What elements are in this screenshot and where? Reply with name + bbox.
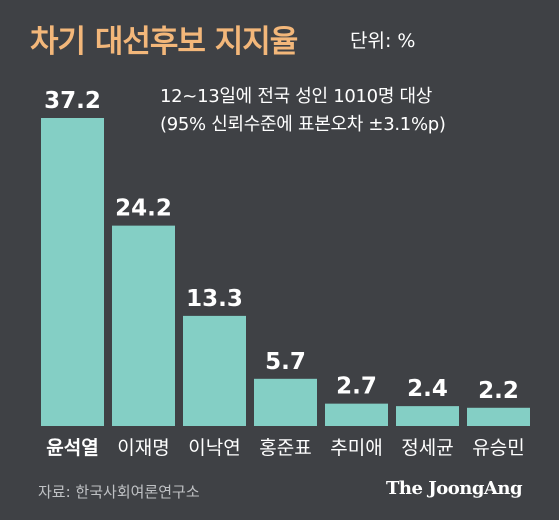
category-label-2: 이재명 bbox=[117, 437, 169, 459]
bar-3 bbox=[183, 315, 246, 426]
value-label-4: 5.7 bbox=[265, 349, 306, 375]
category-label-5: 추미애 bbox=[330, 437, 382, 459]
brand-logo: The JoongAng bbox=[386, 478, 523, 499]
bar-2 bbox=[112, 225, 175, 426]
value-label-2: 24.2 bbox=[115, 196, 172, 222]
survey-note: 12~13일에 전국 성인 1010명 대상 bbox=[160, 86, 433, 107]
value-label-3: 13.3 bbox=[186, 286, 243, 312]
category-label-4: 홍준표 bbox=[259, 437, 311, 459]
value-label-6: 2.4 bbox=[407, 376, 448, 402]
bar-5 bbox=[325, 403, 388, 426]
value-label-7: 2.2 bbox=[478, 378, 519, 404]
unit-label: 단위: % bbox=[350, 30, 416, 52]
bar-4 bbox=[254, 378, 317, 426]
category-label-3: 이낙연 bbox=[188, 437, 240, 459]
value-label-5: 2.7 bbox=[336, 374, 377, 400]
bar-7 bbox=[467, 407, 530, 426]
margin-of-error-note: (95% 신뢰수준에 표본오차 ±3.1%p) bbox=[160, 114, 446, 135]
category-label-1: 윤석열 bbox=[46, 437, 98, 459]
source-label: 자료: 한국사회여론연구소 bbox=[38, 483, 200, 501]
category-label-7: 유승민 bbox=[472, 437, 524, 459]
bar-1 bbox=[41, 118, 104, 426]
chart-title: 차기 대선후보 지지율 bbox=[30, 24, 298, 60]
value-label-1: 37.2 bbox=[44, 88, 101, 114]
category-label-6: 정세균 bbox=[401, 437, 453, 459]
bar-6 bbox=[396, 406, 459, 426]
